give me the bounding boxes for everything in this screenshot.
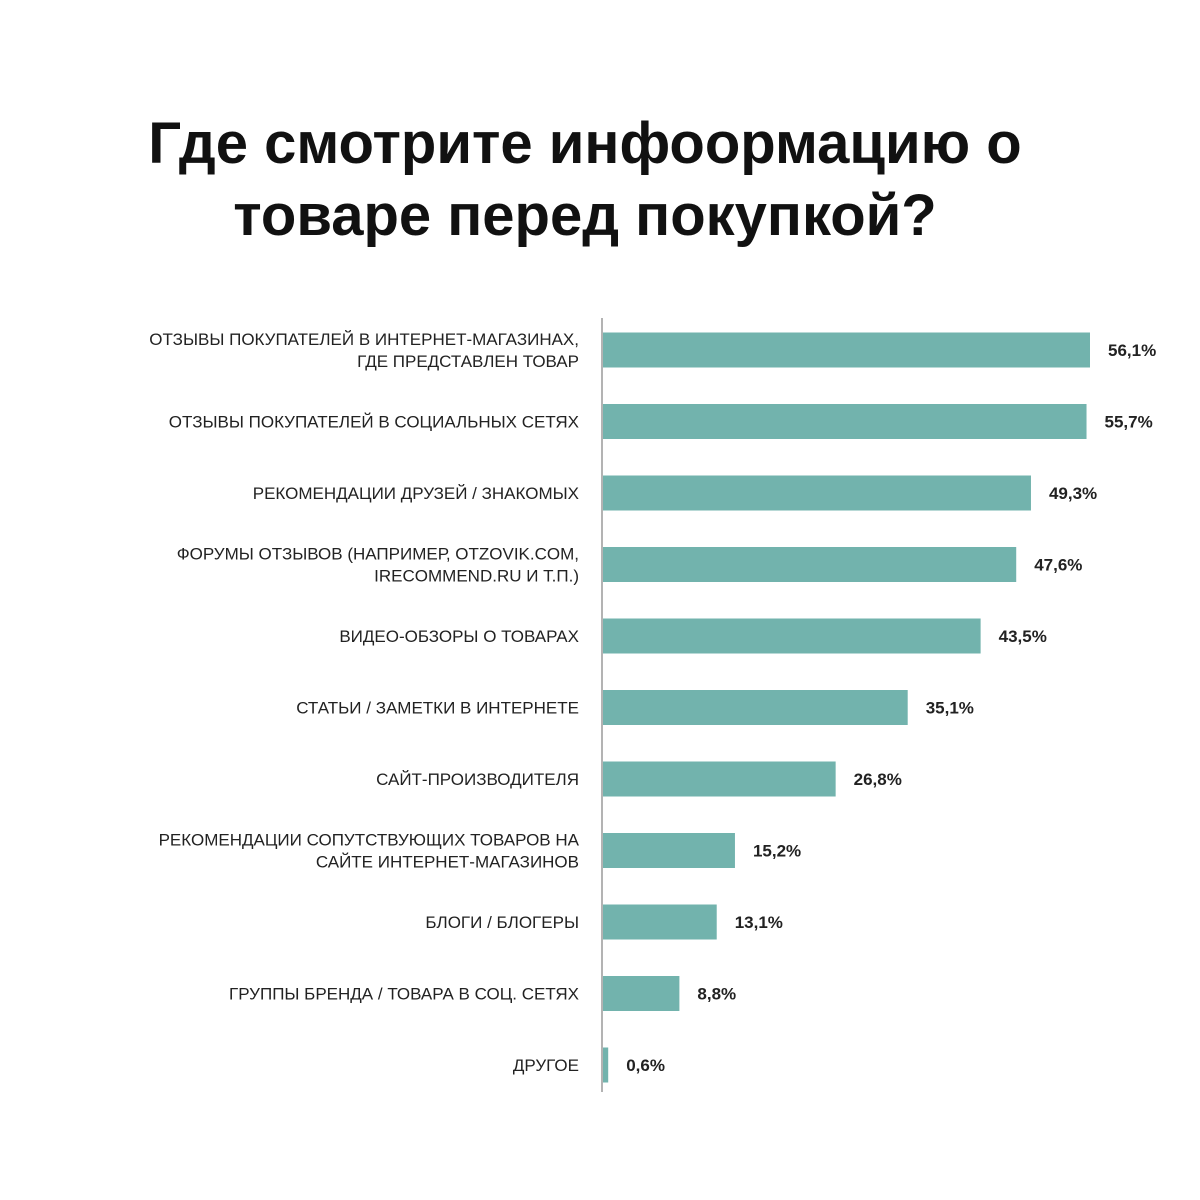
category-label-1: ОТЗЫВЫ ПОКУПАТЕЛЕЙ В СОЦИАЛЬНЫХ СЕТЯХ: [169, 413, 579, 432]
value-label-8: 13,1%: [735, 913, 783, 932]
value-label-2: 49,3%: [1049, 484, 1097, 503]
bar-4: [603, 618, 981, 654]
bar-5: [603, 690, 908, 725]
value-label-3: 47,6%: [1034, 556, 1082, 575]
value-label-7: 15,2%: [753, 842, 801, 861]
bar-2: [603, 475, 1031, 511]
category-label-7-line-0: РЕКОМЕНДАЦИИ СОПУТСТВУЮЩИХ ТОВАРОВ НА: [159, 831, 580, 850]
category-labels: ОТЗЫВЫ ПОКУПАТЕЛЕЙ В ИНТЕРНЕТ-МАГАЗИНАХ,…: [149, 330, 579, 1075]
category-label-9: ГРУППЫ БРЕНДА / ТОВАРА В СОЦ. СЕТЯХ: [229, 985, 579, 1004]
category-label-3-line-0: ФОРУМЫ ОТЗЫВОВ (НАПРИМЕР, OTZOVIK.COM,: [177, 545, 579, 564]
value-label-4: 43,5%: [999, 627, 1047, 646]
bar-7: [603, 833, 735, 868]
category-label-4: ВИДЕО-ОБЗОРЫ О ТОВАРАХ: [339, 627, 579, 646]
category-label-10: ДРУГОЕ: [513, 1056, 579, 1075]
category-label-8: БЛОГИ / БЛОГЕРЫ: [425, 913, 579, 932]
bar-1: [603, 404, 1087, 439]
category-label-5: СТАТЬИ / ЗАМЕТКИ В ИНТЕРНЕТЕ: [296, 699, 579, 718]
bars-layer: [603, 332, 1090, 1083]
bar-9: [603, 976, 680, 1011]
category-label-0-line-0: ОТЗЫВЫ ПОКУПАТЕЛЕЙ В ИНТЕРНЕТ-МАГАЗИНАХ,: [149, 330, 579, 349]
category-label-7-line-1: САЙТЕ ИНТЕРНЕТ-МАГАЗИНОВ: [316, 853, 579, 872]
value-label-6: 26,8%: [854, 770, 902, 789]
value-label-9: 8,8%: [697, 985, 736, 1004]
category-label-3-line-1: IRECOMMEND.RU И Т.П.): [374, 567, 579, 586]
bar-10: [603, 1047, 609, 1083]
bar-0: [603, 332, 1090, 368]
value-label-5: 35,1%: [926, 699, 974, 718]
category-label-0-line-1: ГДЕ ПРЕДСТАВЛЕН ТОВАР: [357, 352, 579, 371]
value-labels: 56,1% 55,7% 49,3% 47,6% 43,5% 35,1% 26,8% 15,2%…: [626, 341, 1156, 1075]
value-label-1: 55,7%: [1105, 413, 1153, 432]
bar-3: [603, 547, 1017, 582]
value-label-0: 56,1%: [1108, 341, 1156, 360]
bar-6: [603, 761, 836, 797]
chart-title: Где смотрите инфоормацию о товаре перед …: [148, 111, 1022, 248]
bar-8: [603, 904, 717, 940]
value-label-10: 0,6%: [626, 1056, 665, 1075]
category-label-6: САЙТ-ПРОИЗВОДИТЕЛЯ: [376, 770, 579, 789]
category-label-2: РЕКОМЕНДАЦИИ ДРУЗЕЙ / ЗНАКОМЫХ: [253, 484, 579, 503]
